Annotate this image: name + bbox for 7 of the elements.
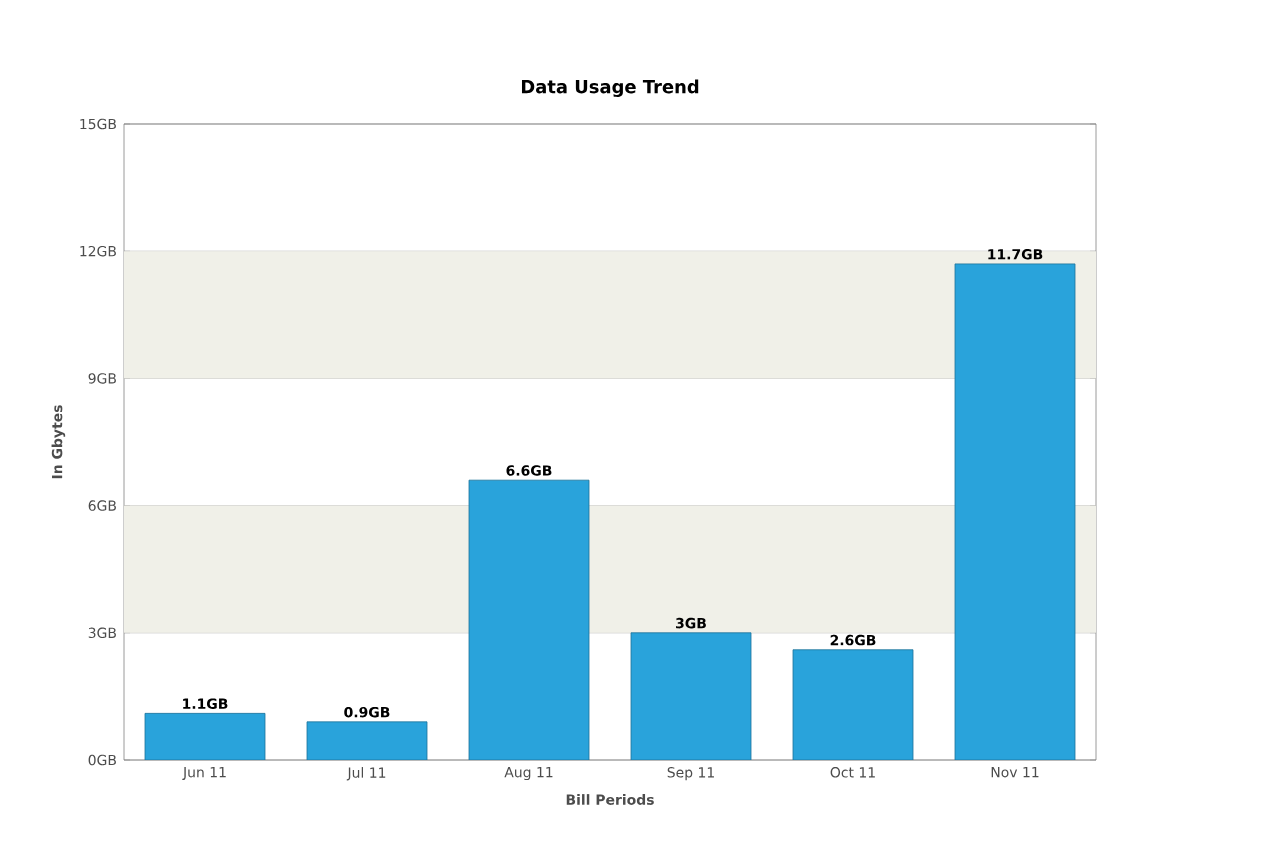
- bar: [792, 649, 914, 760]
- chart-title: Data Usage Trend: [521, 79, 699, 97]
- bar: [630, 632, 752, 760]
- bar: [954, 263, 1076, 760]
- bar: [144, 712, 266, 760]
- bar: [306, 721, 428, 760]
- bar: [469, 480, 590, 760]
